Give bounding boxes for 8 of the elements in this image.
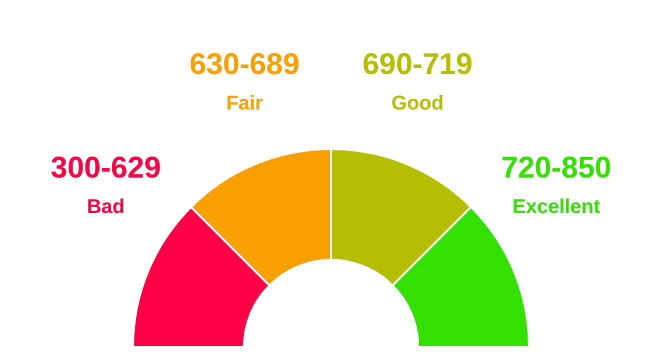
- slice-label: Excellent: [512, 196, 601, 218]
- slice-label: Good: [391, 92, 444, 114]
- data-label: 300-629: [50, 152, 161, 185]
- slice-label: Fair: [226, 92, 264, 114]
- data-label: 630-689: [189, 48, 300, 82]
- data-label: 690-719: [362, 48, 473, 82]
- slice-label: Bad: [86, 196, 125, 218]
- data-label: 720-850: [501, 152, 612, 185]
